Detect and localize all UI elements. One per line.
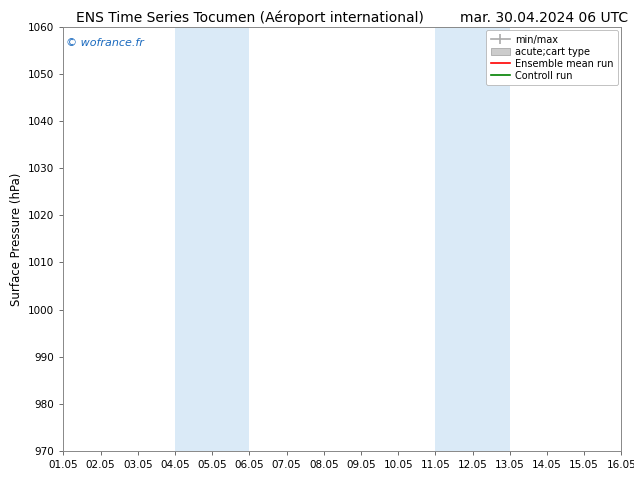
Legend: min/max, acute;cart type, Ensemble mean run, Controll run: min/max, acute;cart type, Ensemble mean … (486, 30, 618, 85)
Bar (175, 27, 249, 451)
Text: ENS Time Series Tocumen (Aéroport international): ENS Time Series Tocumen (Aéroport intern… (76, 11, 424, 25)
Bar (436, 27, 510, 451)
Text: © wofrance.fr: © wofrance.fr (66, 38, 144, 48)
Text: mar. 30.04.2024 06 UTC: mar. 30.04.2024 06 UTC (460, 11, 628, 25)
Y-axis label: Surface Pressure (hPa): Surface Pressure (hPa) (10, 172, 23, 306)
